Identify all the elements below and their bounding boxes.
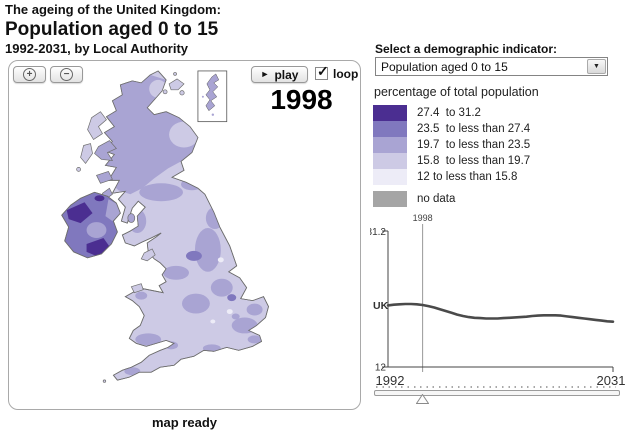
legend-no-data-label: no data [417,193,456,205]
legend-no-data-item: no data [373,191,455,207]
legend-item-label: 12 to less than 15.8 [417,171,518,183]
series-label-uk: UK [373,300,389,312]
play-icon: ► [260,69,270,79]
zoom-in-icon: + [23,68,36,81]
uk-trend-chart: 1998 31.2 12 1992 2031 UK [370,213,626,388]
legend-item: 23.5 to less than 27.4 [373,121,530,137]
legend-swatch [373,121,407,137]
play-button-label: play [274,67,299,82]
zoom-in-button[interactable]: + [13,66,46,83]
shetland-inset [197,70,228,123]
header-line-1: The ageing of the United Kingdom: [5,2,221,17]
uk-trend-line [386,302,615,323]
legend-swatch [373,105,407,121]
legend-item: 15.8 to less than 19.7 [373,153,530,169]
year-slider-track[interactable] [374,390,620,396]
legend-item-label: 27.4 to 31.2 [417,107,481,119]
year-slider-thumb[interactable] [416,394,429,404]
map-panel: + − ► play ✓ loop 1998 [8,60,361,410]
legend-item-label: 19.7 to less than 23.5 [417,139,531,151]
legend-swatch [373,153,407,169]
header-subtitle: 1992-2031, by Local Authority [5,40,189,56]
indicator-select-label: Select a demographic indicator: [375,42,558,56]
legend-item: 27.4 to 31.2 [373,105,530,121]
indicator-dropdown[interactable]: Population aged 0 to 15 ▼ [375,57,608,76]
slider-tick-marks [376,386,616,388]
legend-item: 19.7 to less than 23.5 [373,137,530,153]
gb-coastline [102,70,269,381]
uk-choropleth-map[interactable] [9,61,360,409]
current-year-display: 1998 [270,84,333,115]
legend-swatch [373,169,407,185]
loop-checkbox[interactable]: ✓ [315,63,329,80]
zoom-out-icon: − [60,68,73,81]
chevron-down-icon[interactable]: ▼ [587,59,606,74]
play-button[interactable]: ► play [251,66,308,83]
page-header: The ageing of the United Kingdom: Popula… [5,2,221,57]
legend: 27.4 to 31.2 23.5 to less than 27.4 19.7… [373,105,530,185]
page-title: Population aged 0 to 15 [5,18,219,40]
map-choropleth-patches [103,74,263,376]
zoom-out-button[interactable]: − [50,66,83,83]
checkmark-icon: ✓ [317,63,329,79]
y-min-label: 12 [375,363,387,374]
indicator-dropdown-value: Population aged 0 to 15 [381,60,508,74]
legend-title: percentage of total population [374,85,539,99]
y-max-label: 31.2 [370,227,386,238]
legend-item: 12 to less than 15.8 [373,169,530,185]
ni-coastline [61,191,121,259]
current-year-marker-label: 1998 [413,213,433,223]
legend-no-data-swatch [373,191,407,207]
loop-checkbox-label: loop [333,67,359,81]
map-status-text: map ready [151,415,218,430]
legend-item-label: 15.8 to less than 19.7 [417,155,531,167]
legend-swatch [373,137,407,153]
x-min-label: 1992 [376,373,405,388]
legend-item-label: 23.5 to less than 27.4 [417,123,531,135]
x-max-label: 2031 [597,373,626,388]
